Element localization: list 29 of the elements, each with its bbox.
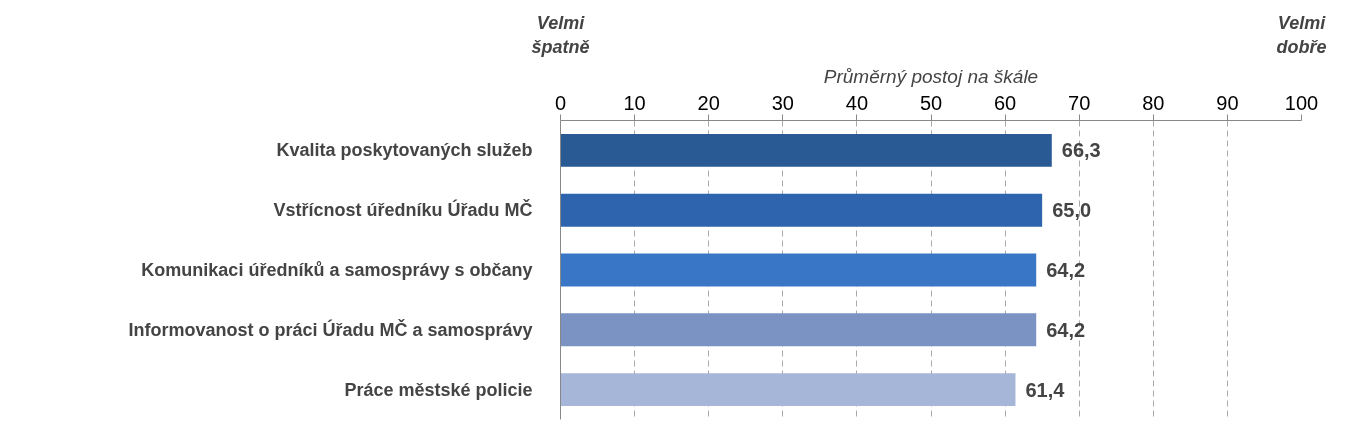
- x-axis-title: Průměrný postoj na škále: [823, 65, 1039, 87]
- y-tick-label: Práce městské policie: [344, 379, 533, 400]
- text: Velmi špatně: [531, 12, 590, 57]
- bar: [560, 253, 1037, 287]
- y-tick-label: Komunikaci úředníků a samosprávy s občany: [141, 260, 533, 280]
- bar: [560, 133, 1052, 167]
- bar: [560, 193, 1043, 227]
- data-label: 64,2: [1046, 318, 1086, 341]
- y-tick-label: Vstřícnost úředníku Úřadu MČ: [273, 199, 533, 221]
- x-tick-label: 100: [1284, 91, 1319, 114]
- bar: [560, 373, 1016, 407]
- x-tick-label: 0: [554, 91, 567, 114]
- y-tick-label: Informovanost o práci Úřadu MČ a samosprávy: [128, 318, 533, 340]
- x-tick-label: 80: [1142, 91, 1165, 114]
- data-label: 65,0: [1052, 199, 1092, 222]
- x-tick-label: 50: [919, 91, 943, 114]
- y-tick-label: Kvalita poskytovaných služeb: [276, 140, 533, 161]
- data-label: 64,2: [1046, 259, 1086, 281]
- x-tick-label: 40: [845, 91, 869, 114]
- x-tick-label: 30: [771, 91, 794, 114]
- x-tick-label: 10: [623, 91, 646, 114]
- x-tick-label: 20: [697, 91, 720, 114]
- text: Velmi dobře: [1276, 12, 1327, 57]
- bar: [560, 313, 1037, 347]
- data-label: 66,3: [1061, 139, 1101, 162]
- data-label: 61,4: [1025, 378, 1066, 401]
- x-tick-label: 90: [1216, 91, 1239, 114]
- x-tick-label: 70: [1068, 91, 1091, 114]
- x-tick-label: 60: [993, 91, 1017, 114]
